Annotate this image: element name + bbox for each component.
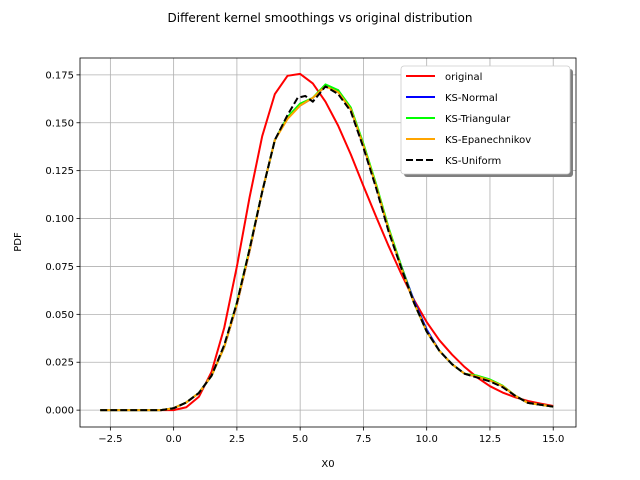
plot-layer [100, 72, 554, 412]
y-tick-label: 0.025 [45, 358, 74, 369]
legend-label: original [445, 72, 482, 83]
y-axis-label: PDF [13, 232, 24, 252]
y-tick-label: 0.125 [45, 166, 74, 177]
x-tick-label: 10.0 [416, 434, 438, 445]
x-tick-label: −2.5 [98, 434, 122, 445]
x-tick-label: 12.5 [479, 434, 501, 445]
legend-label: KS-Triangular [445, 114, 511, 125]
series-line-original [100, 72, 554, 412]
x-tick-label: 0.0 [166, 434, 182, 445]
legend-label: KS-Epanechnikov [445, 135, 531, 146]
y-tick-label: 0.100 [45, 214, 74, 225]
x-tick-label: 7.5 [355, 434, 371, 445]
legend-label: KS-Uniform [445, 156, 501, 167]
y-tick-label: 0.050 [45, 310, 74, 321]
x-axis: −2.5 0.0 2.5 5.0 7.5 10.0 12.5 15.0 [98, 427, 564, 445]
y-tick-label: 0.175 [45, 70, 74, 81]
legend-label: KS-Normal [445, 93, 498, 104]
y-tick-label: 0.150 [45, 118, 74, 129]
x-axis-label: X0 [321, 459, 334, 470]
x-tick-label: 15.0 [542, 434, 564, 445]
y-tick-label: 0.075 [45, 262, 74, 273]
legend: original KS-Normal KS-Triangular KS-Epanech… [400, 65, 573, 177]
y-axis: 0.000 0.025 0.050 0.075 0.100 0.125 0.150 0.175 [45, 70, 80, 417]
chart-title: Different kernel smoothings vs original … [168, 11, 473, 25]
x-tick-label: 5.0 [292, 434, 308, 445]
y-tick-label: 0.000 [45, 406, 74, 417]
plot-frame [79, 57, 577, 428]
legend-box [400, 65, 571, 175]
x-tick-label: 2.5 [229, 434, 245, 445]
